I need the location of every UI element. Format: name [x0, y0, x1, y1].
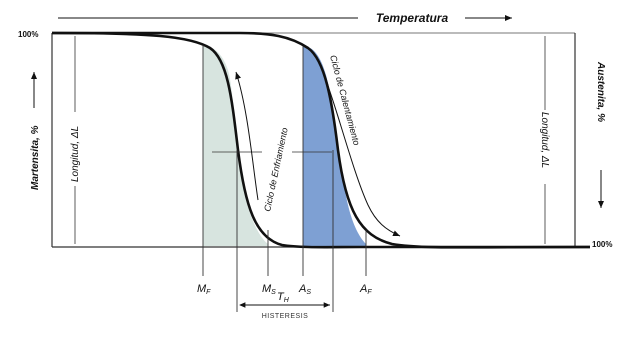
heating-cycle-arrow: [321, 69, 401, 237]
af-label: AF: [359, 283, 372, 296]
length-left-label: Longitud, ΔL: [70, 126, 81, 182]
svg-text:Austenita, %: Austenita, %: [595, 61, 606, 122]
martensita-axis-label: Martensita, %: [30, 125, 41, 190]
austenita-axis-label: Austenita, %: [595, 61, 606, 122]
svg-text:Martensita, %: Martensita, %: [30, 125, 41, 190]
svg-text:Longitud, ΔL: Longitud, ΔL: [539, 112, 550, 168]
th-label: TH: [277, 291, 290, 304]
cooling-cycle-label: Ciclo de Enfriamiento: [262, 127, 290, 213]
temperature-title: Temperatura: [376, 11, 449, 25]
heating-curve: [52, 31, 591, 249]
cooling-curve: [51, 31, 590, 249]
as-label: AS: [298, 283, 311, 296]
right-100-label: 100%: [592, 240, 612, 249]
heating-shaded-region: [303, 46, 366, 246]
svg-text:Longitud, ΔL: Longitud, ΔL: [70, 126, 81, 182]
hysteresis-label: HISTERESIS: [262, 313, 309, 320]
cooling-cycle-arrow: [235, 71, 259, 201]
cooling-shaded-region: [203, 45, 268, 246]
svg-text:Ciclo de Enfriamiento: Ciclo de Enfriamiento: [262, 127, 290, 213]
ms-label: MS: [262, 283, 276, 296]
left-100-label: 100%: [18, 30, 38, 39]
length-right-label: Longitud, ΔL: [539, 112, 550, 168]
mf-label: MF: [197, 283, 211, 296]
